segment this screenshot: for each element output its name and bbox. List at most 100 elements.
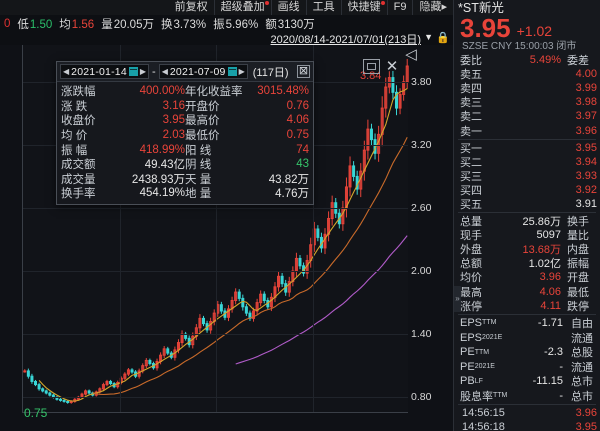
chevron-down-icon[interactable]: ▼ <box>424 32 433 42</box>
valuation-row: PE 2021E - 流通 <box>454 359 600 374</box>
info-turnover: 换 3.73% <box>160 18 207 31</box>
chart-date-range[interactable]: 2020/08/14-2021/07/01(213日) <box>270 34 421 46</box>
stats-cell: 阴 线 43 <box>185 156 309 172</box>
date-separator: - <box>152 65 156 78</box>
valuation-superscript: 2021E <box>474 363 495 371</box>
ask-level[interactable]: 卖二 3.97 <box>454 109 600 123</box>
summary-label: 现手 <box>460 230 482 243</box>
tick-time: 14:56:18 <box>462 420 505 431</box>
ask-level[interactable]: 卖五 4.00 <box>454 67 600 81</box>
toolbar-item-3[interactable]: 工具 <box>305 0 341 15</box>
toolbar-item-label: 超级叠加 <box>220 1 265 13</box>
end-date-picker[interactable]: ◀ 2021-07-09 ▶ <box>158 64 248 79</box>
chart-svg <box>23 58 409 404</box>
order-diff-label: 委差 <box>567 55 589 68</box>
tick-row: 14:56:18 3.95 <box>454 420 600 431</box>
level-label: 买五 <box>460 198 482 211</box>
tick-time: 14:56:15 <box>462 407 505 419</box>
toolbar-item-label: 快捷键 <box>347 1 381 13</box>
valuation-superscript: TTM <box>493 392 508 400</box>
expand-panel-icon[interactable]: » <box>454 286 461 312</box>
close-selection-icon[interactable]: ✕ <box>385 58 399 75</box>
calendar-icon[interactable] <box>227 67 237 76</box>
notification-dot-icon <box>380 1 385 5</box>
stats-cell: 地 量 4.76万 <box>185 185 309 201</box>
level-label: 卖四 <box>460 83 482 96</box>
summary-label: 均价 <box>460 272 482 285</box>
level-label: 买一 <box>460 142 482 155</box>
summary-label: 总量 <box>460 216 482 229</box>
summary-row: 均价 3.96 开盘 <box>454 270 600 284</box>
selection-handle[interactable] <box>363 59 380 74</box>
chart-y-axis: 3.80 3.20 2.60 2.00 1.40 0.80 <box>409 45 453 413</box>
bid-level[interactable]: 买四 3.92 <box>454 183 600 197</box>
stats-label: 年化收益率 <box>185 86 243 99</box>
range-statistics-header: ◀ 2021-01-14 ▶ - ◀ 2021-07-09 ▶ (117日) ⊠ <box>57 62 313 82</box>
toolbar-item-5[interactable]: F9 <box>386 0 413 15</box>
order-book-divider <box>458 138 596 140</box>
valuation-value: -11.15 <box>532 375 563 388</box>
stats-value: 418.99% <box>139 143 185 156</box>
stats-cell: 天 量 43.82万 <box>185 171 309 187</box>
grid-line-horizontal <box>23 271 408 273</box>
close-icon[interactable]: ⊠ <box>297 65 310 78</box>
summary-label-secondary: 最低 <box>567 286 589 299</box>
bid-levels: 买一 3.95 买二 3.94 买三 3.93 买四 3.92 买五 3.91 <box>454 141 600 211</box>
low-price-label: 0.75 <box>24 406 48 421</box>
stats-value: 4.76万 <box>275 188 309 201</box>
stats-row: 涨跌幅 400.00% 年化收益率 3015.48% <box>57 84 313 99</box>
bid-level[interactable]: 买一 3.95 <box>454 141 600 155</box>
ask-level[interactable]: 卖四 3.99 <box>454 81 600 95</box>
valuation-label-secondary: 总市 <box>571 390 593 403</box>
level-label: 卖五 <box>460 69 482 82</box>
next-arrow-icon[interactable]: ▶ <box>139 67 147 76</box>
summary-value: 4.06 <box>539 285 561 298</box>
summary-label-secondary: 内盘 <box>567 244 589 257</box>
level-price: 3.91 <box>575 197 597 210</box>
summary-label: 总额 <box>460 258 482 271</box>
toolbar-item-label: 画线 <box>277 1 300 13</box>
toolbar-item-0[interactable]: 前复权 <box>169 0 214 15</box>
market-status: 闭市 <box>556 41 577 52</box>
grid-line-horizontal <box>23 207 408 209</box>
ask-level[interactable]: 卖三 3.98 <box>454 95 600 109</box>
y-axis-tick: 3.20 <box>411 138 432 151</box>
stock-name: *ST新光 <box>458 1 504 15</box>
toolbar-item-6[interactable]: 隐藏▸ <box>412 0 453 15</box>
valuation-label-secondary: 总股 <box>571 347 593 360</box>
order-ratio-value: 5.49% <box>529 54 561 67</box>
summary-label-secondary: 振幅 <box>567 258 589 271</box>
summary-row: 外盘 13.68万 内盘 <box>454 242 600 256</box>
stats-row: 收盘价 3.95 最高价 4.06 <box>57 113 313 128</box>
summary-value: 3.96 <box>539 271 561 284</box>
bid-level[interactable]: 买五 3.91 <box>454 197 600 211</box>
start-date-picker[interactable]: ◀ 2021-01-14 ▶ <box>60 64 150 79</box>
level-label: 卖一 <box>460 125 482 138</box>
next-arrow-icon[interactable]: ▶ <box>238 67 245 76</box>
chart-collapse-icon[interactable]: ◁ <box>405 46 417 63</box>
calendar-icon[interactable] <box>128 67 138 76</box>
price-change: +1.02 <box>516 23 553 39</box>
valuation-value: - <box>559 360 563 373</box>
summary-label-secondary: 开盘 <box>567 272 589 285</box>
valuation-label-secondary: 流通 <box>571 361 593 374</box>
ask-level[interactable]: 卖一 3.96 <box>454 123 600 138</box>
bid-level[interactable]: 买二 3.94 <box>454 155 600 169</box>
stats-cell: 年化收益率 3015.48% <box>185 83 309 99</box>
toolbar-item-1[interactable]: 超级叠加 <box>213 0 271 15</box>
valuation-row: PE TTM -2.3 总股 <box>454 345 600 360</box>
toolbar-item-4[interactable]: 快捷键 <box>340 0 387 15</box>
bid-level[interactable]: 买三 3.93 <box>454 169 600 183</box>
level-label: 卖二 <box>460 111 482 124</box>
level-label: 卖三 <box>460 97 482 110</box>
valuation-row: 股息率 TTM - 总市 <box>454 389 600 404</box>
stats-value: 43 <box>296 158 309 171</box>
toolbar-item-2[interactable]: 画线 <box>270 0 306 15</box>
prev-arrow-icon[interactable]: ◀ <box>63 67 70 76</box>
lock-icon[interactable]: 🔒 <box>436 32 450 44</box>
prev-arrow-icon[interactable]: ◀ <box>161 67 168 76</box>
valuation-superscript: TTM <box>482 319 497 327</box>
level-price: 3.98 <box>575 96 597 109</box>
stats-cell: 收盘价 3.95 <box>61 112 185 128</box>
